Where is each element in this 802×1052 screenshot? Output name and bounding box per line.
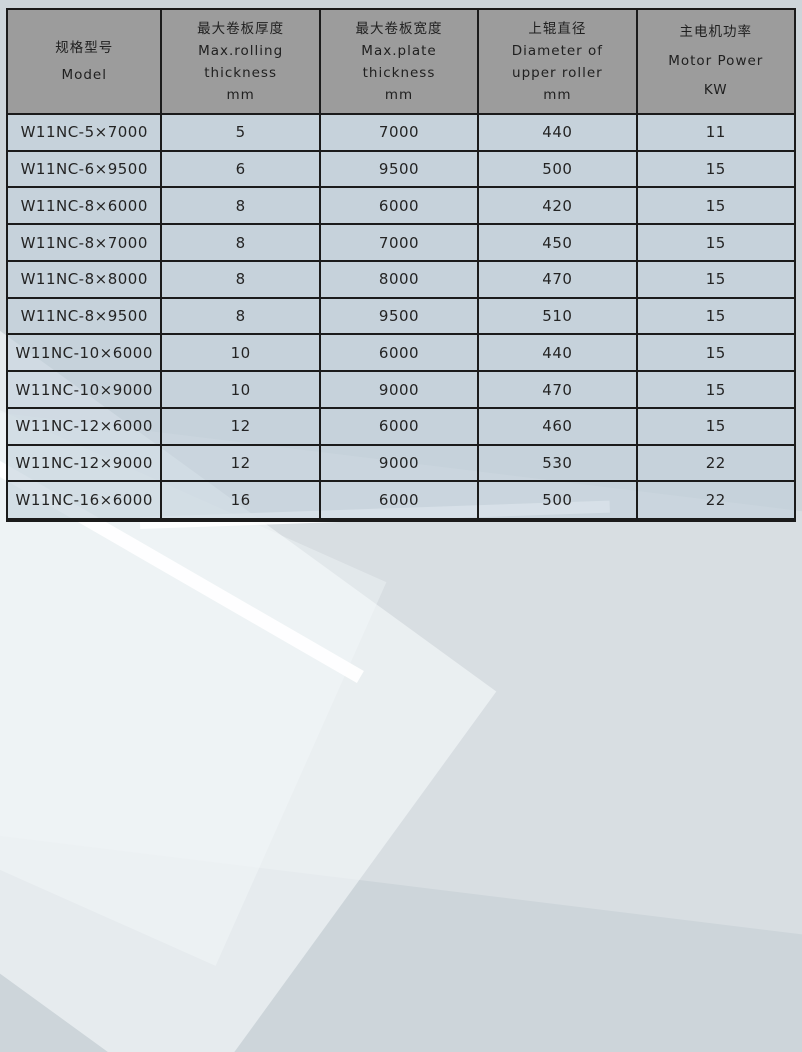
column-header-max-plate-width: 最大卷板宽度 Max.plate thickness mm <box>318 8 480 115</box>
column-header-motor-power: 主电机功率 Motor Power KW <box>635 8 797 115</box>
column-header-line: 上辊直径 <box>528 20 587 37</box>
value-cell-upper-roller-diameter: 470 <box>477 259 638 299</box>
value-cell-max-rolling-thickness: 8 <box>160 259 321 299</box>
value-cell-max-rolling-thickness: 8 <box>160 186 321 226</box>
table-row: W11NC-5×7000 5 7000 440 11 <box>5 113 797 152</box>
page: { "page": { "background_color": "#cdd5da… <box>0 8 802 1052</box>
model-cell: W11NC-12×9000 <box>5 443 163 483</box>
model-cell: W11NC-8×9500 <box>5 296 163 336</box>
table-row: W11NC-10×9000 10 9000 470 15 <box>5 370 797 409</box>
value-cell-upper-roller-diameter: 470 <box>477 370 638 409</box>
value-cell-motor-power: 15 <box>635 296 797 336</box>
value-cell-max-plate-width: 9000 <box>318 443 480 483</box>
value-cell-upper-roller-diameter: 530 <box>477 443 638 483</box>
value-cell-upper-roller-diameter: 420 <box>477 186 638 226</box>
value-cell-max-plate-width: 6000 <box>318 406 480 446</box>
column-header-line: mm <box>226 86 255 103</box>
value-cell-max-rolling-thickness: 8 <box>160 223 321 262</box>
value-cell-motor-power: 15 <box>635 370 797 409</box>
table-row: W11NC-8×8000 8 8000 470 15 <box>5 259 797 299</box>
model-cell: W11NC-8×6000 <box>5 186 163 226</box>
column-header-model: 规格型号 Model <box>5 8 163 115</box>
value-cell-motor-power: 15 <box>635 149 797 189</box>
column-header-line: thickness <box>362 64 436 81</box>
value-cell-max-plate-width: 7000 <box>318 223 480 262</box>
value-cell-max-plate-width: 8000 <box>318 259 480 299</box>
value-cell-motor-power: 15 <box>635 333 797 373</box>
value-cell-max-rolling-thickness: 6 <box>160 149 321 189</box>
column-header-max-rolling-thickness: 最大卷板厚度 Max.rolling thickness mm <box>160 8 321 115</box>
value-cell-max-rolling-thickness: 10 <box>160 370 321 409</box>
value-cell-upper-roller-diameter: 440 <box>477 333 638 373</box>
model-cell: W11NC-8×8000 <box>5 259 163 299</box>
table-row: W11NC-12×9000 12 9000 530 22 <box>5 443 797 483</box>
value-cell-max-rolling-thickness: 16 <box>160 480 321 521</box>
column-header-line: 主电机功率 <box>679 24 753 40</box>
value-cell-motor-power: 22 <box>635 443 797 483</box>
column-header-line: Max.plate <box>361 42 437 59</box>
model-cell: W11NC-16×6000 <box>5 480 163 521</box>
column-header-line: thickness <box>204 64 278 81</box>
table-row: W11NC-16×6000 16 6000 500 22 <box>5 480 797 521</box>
column-header-line: 最大卷板宽度 <box>355 20 443 37</box>
value-cell-max-plate-width: 6000 <box>318 480 480 521</box>
value-cell-upper-roller-diameter: 510 <box>477 296 638 336</box>
value-cell-max-plate-width: 6000 <box>318 186 480 226</box>
table-header-row: 规格型号 Model 最大卷板厚度 Max.rolling thickness mm 最大卷… <box>5 8 797 115</box>
value-cell-upper-roller-diameter: 450 <box>477 223 638 262</box>
model-cell: W11NC-8×7000 <box>5 223 163 262</box>
column-header-line: Motor Power <box>668 53 764 69</box>
column-header-line: KW <box>703 82 728 98</box>
table-row: W11NC-8×6000 8 6000 420 15 <box>5 186 797 226</box>
column-header-line: Max.rolling <box>198 42 284 59</box>
value-cell-max-rolling-thickness: 12 <box>160 443 321 483</box>
value-cell-max-rolling-thickness: 10 <box>160 333 321 373</box>
table-row: W11NC-10×6000 10 6000 440 15 <box>5 333 797 373</box>
value-cell-max-plate-width: 9500 <box>318 296 480 336</box>
column-header-line: 规格型号 <box>55 39 114 56</box>
value-cell-max-plate-width: 6000 <box>318 333 480 373</box>
value-cell-motor-power: 15 <box>635 406 797 446</box>
value-cell-max-plate-width: 9500 <box>318 149 480 189</box>
value-cell-max-plate-width: 7000 <box>318 113 480 152</box>
table-row: W11NC-12×6000 12 6000 460 15 <box>5 406 797 446</box>
model-cell: W11NC-12×6000 <box>5 406 163 446</box>
table-row: W11NC-8×9500 8 9500 510 15 <box>5 296 797 336</box>
column-header-line: Diameter of <box>511 42 604 59</box>
table-row: W11NC-6×9500 6 9500 500 15 <box>5 149 797 189</box>
model-cell: W11NC-10×9000 <box>5 370 163 409</box>
spec-table: 规格型号 Model 最大卷板厚度 Max.rolling thickness mm 最大卷… <box>5 8 797 522</box>
value-cell-motor-power: 22 <box>635 480 797 521</box>
column-header-line: mm <box>543 86 572 103</box>
column-header-line: mm <box>384 86 414 103</box>
value-cell-upper-roller-diameter: 500 <box>477 480 638 521</box>
value-cell-max-rolling-thickness: 5 <box>160 113 321 152</box>
column-header-line: upper roller <box>512 64 603 81</box>
value-cell-motor-power: 15 <box>635 186 797 226</box>
value-cell-motor-power: 11 <box>635 113 797 152</box>
table-row: W11NC-8×7000 8 7000 450 15 <box>5 223 797 262</box>
value-cell-max-rolling-thickness: 8 <box>160 296 321 336</box>
model-cell: W11NC-6×9500 <box>5 149 163 189</box>
value-cell-max-plate-width: 9000 <box>318 370 480 409</box>
column-header-line: 最大卷板厚度 <box>197 20 285 37</box>
value-cell-motor-power: 15 <box>635 223 797 262</box>
model-cell: W11NC-5×7000 <box>5 113 163 152</box>
value-cell-upper-roller-diameter: 500 <box>477 149 638 189</box>
spec-table-container: 规格型号 Model 最大卷板厚度 Max.rolling thickness mm 最大卷… <box>5 8 797 522</box>
value-cell-upper-roller-diameter: 460 <box>477 406 638 446</box>
value-cell-max-rolling-thickness: 12 <box>160 406 321 446</box>
value-cell-motor-power: 15 <box>635 259 797 299</box>
model-cell: W11NC-10×6000 <box>5 333 163 373</box>
column-header-upper-roller-diameter: 上辊直径 Diameter of upper roller mm <box>477 8 638 115</box>
column-header-line: Model <box>61 66 107 83</box>
value-cell-upper-roller-diameter: 440 <box>477 113 638 152</box>
